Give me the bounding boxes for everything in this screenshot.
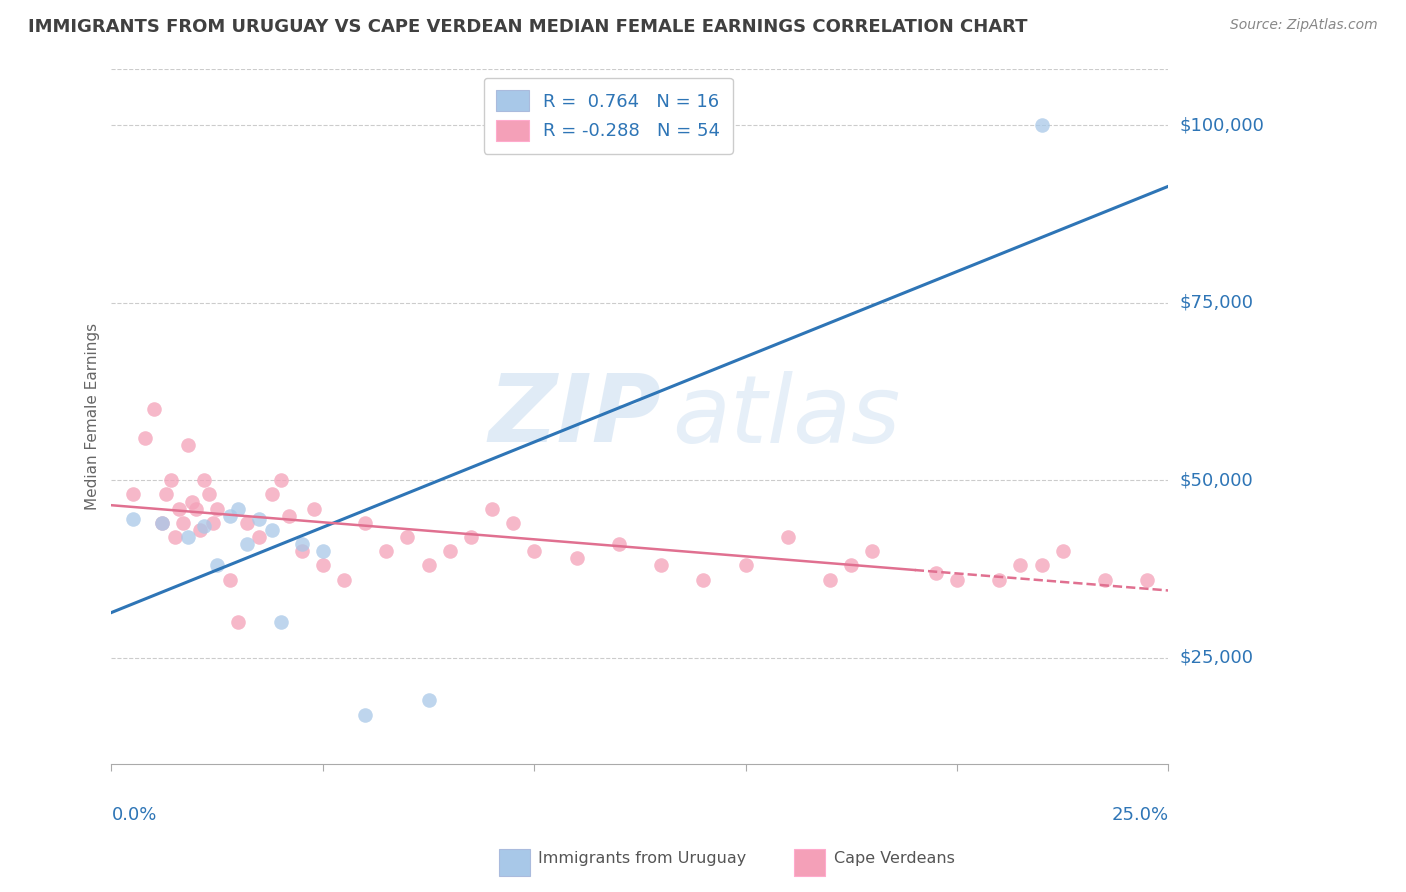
Text: $75,000: $75,000: [1180, 293, 1254, 312]
Point: [734, 558, 756, 573]
Point: [439, 544, 461, 558]
Text: Source: ZipAtlas.com: Source: ZipAtlas.com: [1230, 18, 1378, 32]
Point: [354, 516, 377, 530]
Point: [291, 544, 314, 558]
Text: $100,000: $100,000: [1180, 116, 1264, 135]
Point: [134, 431, 156, 445]
Point: [418, 558, 440, 573]
Point: [776, 530, 799, 544]
Point: [226, 501, 249, 516]
Point: [460, 530, 482, 544]
Point: [925, 566, 948, 580]
Point: [333, 573, 356, 587]
Point: [159, 473, 181, 487]
Point: [312, 544, 335, 558]
Text: atlas: atlas: [672, 371, 900, 462]
Point: [1052, 544, 1074, 558]
Point: [291, 537, 314, 551]
Point: [155, 487, 177, 501]
Point: [262, 523, 284, 537]
Point: [650, 558, 672, 573]
Point: [180, 494, 202, 508]
Text: Immigrants from Uruguay: Immigrants from Uruguay: [538, 852, 747, 866]
Point: [218, 573, 240, 587]
Text: $25,000: $25,000: [1180, 648, 1254, 667]
Point: [247, 512, 270, 526]
Text: 25.0%: 25.0%: [1111, 806, 1168, 824]
Point: [142, 402, 165, 417]
Point: [1031, 558, 1053, 573]
Text: Cape Verdeans: Cape Verdeans: [834, 852, 955, 866]
Point: [247, 530, 270, 544]
Point: [150, 516, 173, 530]
Point: [1094, 573, 1116, 587]
Point: [201, 516, 224, 530]
Point: [312, 558, 335, 573]
Point: [396, 530, 419, 544]
Point: [1031, 118, 1053, 132]
Point: [862, 544, 884, 558]
Point: [988, 573, 1011, 587]
Point: [354, 707, 377, 722]
Point: [262, 487, 284, 501]
Point: [218, 508, 240, 523]
Text: $50,000: $50,000: [1180, 471, 1253, 490]
Point: [176, 438, 198, 452]
Point: [946, 573, 969, 587]
Point: [193, 473, 215, 487]
Text: IMMIGRANTS FROM URUGUAY VS CAPE VERDEAN MEDIAN FEMALE EARNINGS CORRELATION CHART: IMMIGRANTS FROM URUGUAY VS CAPE VERDEAN …: [28, 18, 1028, 36]
Point: [375, 544, 398, 558]
Point: [502, 516, 524, 530]
Point: [176, 530, 198, 544]
Point: [1010, 558, 1032, 573]
Point: [418, 693, 440, 707]
Point: [270, 615, 292, 630]
Point: [188, 523, 211, 537]
Point: [235, 516, 257, 530]
Point: [172, 516, 194, 530]
Text: ZIP: ZIP: [488, 370, 661, 462]
Point: [163, 530, 186, 544]
Point: [565, 551, 588, 566]
Point: [818, 573, 841, 587]
Y-axis label: Median Female Earnings: Median Female Earnings: [86, 323, 100, 510]
Point: [523, 544, 546, 558]
Point: [193, 519, 215, 533]
Point: [278, 508, 301, 523]
Point: [235, 537, 257, 551]
Point: [692, 573, 714, 587]
Point: [270, 473, 292, 487]
Point: [205, 558, 228, 573]
Legend: R =  0.764   N = 16, R = -0.288   N = 54: R = 0.764 N = 16, R = -0.288 N = 54: [484, 78, 733, 153]
FancyBboxPatch shape: [794, 849, 825, 876]
Point: [226, 615, 249, 630]
Point: [304, 501, 326, 516]
Point: [481, 501, 503, 516]
Point: [1136, 573, 1159, 587]
Point: [607, 537, 630, 551]
Point: [841, 558, 863, 573]
Point: [121, 487, 143, 501]
Text: 0.0%: 0.0%: [111, 806, 157, 824]
Point: [150, 516, 173, 530]
Point: [121, 512, 143, 526]
Point: [184, 501, 207, 516]
Point: [205, 501, 228, 516]
FancyBboxPatch shape: [499, 849, 530, 876]
Point: [167, 501, 190, 516]
Point: [197, 487, 219, 501]
